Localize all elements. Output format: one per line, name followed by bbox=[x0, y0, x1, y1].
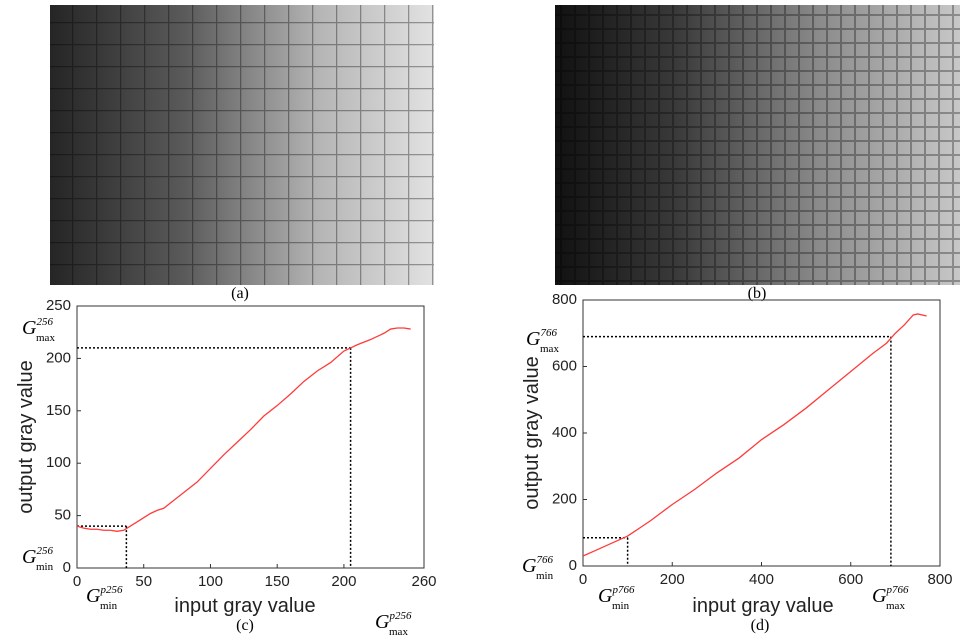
y-tick-label: 800 bbox=[552, 291, 577, 308]
annotation-sub: max bbox=[36, 332, 55, 344]
annotation-base: G bbox=[22, 317, 37, 339]
x-tick-label: 50 bbox=[135, 573, 152, 590]
x-tick-label: 150 bbox=[265, 573, 290, 590]
x-axis-label: input gray value bbox=[174, 595, 315, 617]
annotation-base: G bbox=[526, 328, 541, 350]
annotation: G766 min bbox=[522, 554, 554, 582]
x-tick-label: 0 bbox=[579, 571, 587, 588]
y-tick-label: 400 bbox=[552, 424, 577, 441]
annotation-sub: min bbox=[100, 600, 118, 612]
annotation-sup: p256 bbox=[99, 584, 123, 596]
caption: (d) bbox=[751, 617, 770, 634]
x-tick-label: 200 bbox=[331, 573, 356, 590]
x-tick-label: 200 bbox=[660, 571, 685, 588]
data-line bbox=[76, 327, 411, 532]
y-tick-label: 200 bbox=[46, 349, 71, 366]
y-tick-label: 600 bbox=[552, 357, 577, 374]
image-a bbox=[50, 5, 434, 285]
annotation-sup: 766 bbox=[536, 554, 553, 566]
annotation-sup: p766 bbox=[885, 584, 909, 596]
annotation-base: G bbox=[522, 555, 537, 577]
annotation: G256 max bbox=[22, 316, 55, 344]
caption: (b) bbox=[748, 285, 767, 302]
annotation: Gp766 max bbox=[872, 584, 909, 612]
annotation: G766 max bbox=[526, 327, 559, 355]
annotation-sub: min bbox=[612, 600, 630, 612]
plot-frame bbox=[76, 305, 425, 569]
y-tick-label: 100 bbox=[46, 454, 71, 471]
data-line bbox=[582, 313, 927, 557]
annotation-sup: 256 bbox=[36, 316, 53, 328]
annotation-base: G bbox=[598, 585, 613, 607]
annotation-sub: max bbox=[886, 600, 905, 612]
y-tick-label: 50 bbox=[54, 507, 71, 524]
x-tick-label: 0 bbox=[73, 573, 81, 590]
caption: (c) bbox=[236, 617, 254, 634]
x-axis-label: input gray value bbox=[692, 595, 833, 617]
annotation-sub: max bbox=[389, 626, 408, 638]
annotation-sub: min bbox=[536, 570, 554, 582]
y-tick-label: 0 bbox=[569, 557, 577, 574]
annotation-sub: max bbox=[540, 343, 559, 355]
annotation-base: G bbox=[86, 585, 101, 607]
y-axis-label: output gray value bbox=[15, 360, 37, 513]
image-b bbox=[555, 5, 960, 285]
annotation: G256 min bbox=[22, 545, 54, 573]
annotation-sub: min bbox=[36, 561, 54, 573]
annotation: Gp256 min bbox=[86, 584, 123, 612]
annotation-sup: 766 bbox=[540, 327, 557, 339]
y-tick-label: 150 bbox=[46, 402, 71, 419]
y-tick-label: 250 bbox=[46, 297, 71, 314]
annotation-sup: p766 bbox=[611, 584, 635, 596]
y-axis-label: output gray value bbox=[521, 356, 543, 509]
x-tick-label: 800 bbox=[927, 571, 952, 588]
plot-frame bbox=[582, 299, 941, 567]
annotation-base: G bbox=[872, 585, 887, 607]
annotation: Gp766 min bbox=[598, 584, 635, 612]
annotation-base: G bbox=[22, 546, 37, 568]
y-tick-label: 200 bbox=[552, 490, 577, 507]
x-tick-label: 260 bbox=[411, 573, 436, 590]
x-tick-label: 100 bbox=[198, 573, 223, 590]
annotation-base: G bbox=[375, 611, 390, 633]
annotation-sup: p256 bbox=[388, 610, 412, 622]
x-tick-label: 400 bbox=[749, 571, 774, 588]
y-tick-label: 0 bbox=[63, 559, 71, 576]
annotation: Gp256 max bbox=[375, 610, 412, 638]
caption: (a) bbox=[231, 285, 249, 302]
x-tick-label: 600 bbox=[838, 571, 863, 588]
annotation-sup: 256 bbox=[36, 545, 53, 557]
